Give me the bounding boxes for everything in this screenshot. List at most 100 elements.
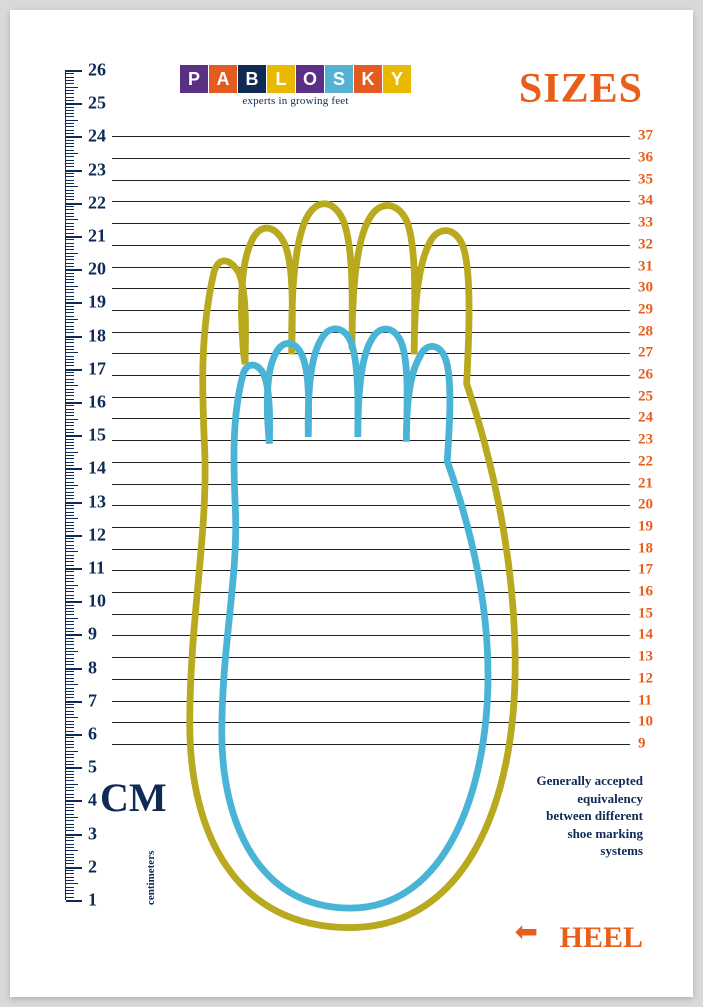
size-label: 14 (638, 627, 653, 644)
size-label: 22 (638, 453, 653, 470)
size-label: 26 (638, 367, 653, 384)
heel-arrow-icon: ⬅ (515, 915, 538, 949)
logo-letter: A (209, 65, 237, 93)
size-label: 11 (638, 692, 652, 709)
logo-letter: S (325, 65, 353, 93)
logo-letter: P (180, 65, 208, 93)
size-gridline (112, 180, 630, 181)
cm-tick-label: 19 (88, 292, 106, 313)
brand-tagline: experts in growing feet (242, 95, 348, 107)
size-label: 9 (638, 735, 646, 752)
logo-letter: Y (383, 65, 411, 93)
size-label: 10 (638, 714, 653, 731)
size-label: 37 (638, 128, 653, 145)
size-label: 16 (638, 584, 653, 601)
heel-label: HEEL (560, 921, 643, 955)
size-gridline (112, 679, 630, 680)
cm-tick-label: 9 (88, 624, 97, 645)
equivalency-note: Generally accepted equivalency between d… (533, 772, 643, 860)
size-gridline (112, 505, 630, 506)
size-gridline (112, 136, 630, 137)
size-gridline (112, 397, 630, 398)
brand-logo: PABLOSKY experts in growing feet (180, 65, 411, 107)
size-label: 28 (638, 323, 653, 340)
cm-tick-label: 23 (88, 159, 106, 180)
cm-tick-label: 22 (88, 192, 106, 213)
size-gridline (112, 484, 630, 485)
cm-tick-label: 7 (88, 690, 97, 711)
size-label: 18 (638, 540, 653, 557)
cm-tick-label: 12 (88, 524, 106, 545)
size-label: 17 (638, 562, 653, 579)
cm-tick-label: 1 (88, 890, 97, 911)
size-label: 33 (638, 215, 653, 232)
cm-tick-label: 13 (88, 491, 106, 512)
size-label: 21 (638, 475, 653, 492)
cm-tick-label: 3 (88, 823, 97, 844)
logo-letter: L (267, 65, 295, 93)
size-gridline (112, 657, 630, 658)
cm-tick-label: 14 (88, 458, 106, 479)
cm-tick-label: 24 (88, 126, 106, 147)
cm-tick-label: 8 (88, 657, 97, 678)
cm-tick-label: 5 (88, 757, 97, 778)
size-gridline (112, 223, 630, 224)
cm-tick-label: 4 (88, 790, 97, 811)
cm-tick-label: 16 (88, 392, 106, 413)
size-gridline (112, 744, 630, 745)
size-label: 20 (638, 497, 653, 514)
size-gridline (112, 267, 630, 268)
cm-tick-label: 2 (88, 856, 97, 877)
size-label: 25 (638, 388, 653, 405)
size-label: 34 (638, 193, 653, 210)
size-gridline (112, 158, 630, 159)
cm-tick-label: 20 (88, 259, 106, 280)
size-gridline (112, 375, 630, 376)
size-gridline (112, 288, 630, 289)
size-label: 24 (638, 410, 653, 427)
size-label: 12 (638, 670, 653, 687)
size-gridline (112, 332, 630, 333)
cm-tick-label: 26 (88, 60, 106, 81)
cm-tick-label: 15 (88, 425, 106, 446)
size-label: 15 (638, 605, 653, 622)
cm-tick-label: 25 (88, 93, 106, 114)
cm-sublabel: centimeters (145, 851, 157, 905)
cm-tick-label: 21 (88, 226, 106, 247)
size-label: 36 (638, 150, 653, 167)
logo-letter: O (296, 65, 324, 93)
cm-tick-label: 17 (88, 358, 106, 379)
size-gridline (112, 440, 630, 441)
size-label: 27 (638, 345, 653, 362)
size-gridline (112, 635, 630, 636)
cm-tick-label: 10 (88, 591, 106, 612)
cm-label: CM (100, 774, 167, 821)
cm-tick-label: 6 (88, 724, 97, 745)
size-gridline (112, 549, 630, 550)
logo-letter: B (238, 65, 266, 93)
size-label: 35 (638, 171, 653, 188)
size-gridline (112, 462, 630, 463)
cm-tick-label: 11 (88, 558, 105, 579)
size-gridline (112, 245, 630, 246)
cm-ruler: 1234567891011121314151617181920212223242… (65, 70, 105, 900)
size-gridline (112, 592, 630, 593)
size-label: 19 (638, 518, 653, 535)
size-gridline (112, 527, 630, 528)
size-label: 31 (638, 258, 653, 275)
size-gridline (112, 722, 630, 723)
size-gridline (112, 418, 630, 419)
size-gridline (112, 353, 630, 354)
size-label: 30 (638, 280, 653, 297)
size-gridline (112, 614, 630, 615)
sizes-title: SIZES (519, 65, 643, 113)
size-label: 29 (638, 301, 653, 318)
foot-size-chart: PABLOSKY experts in growing feet SIZES 9… (10, 10, 693, 997)
size-gridline (112, 701, 630, 702)
size-gridline (112, 201, 630, 202)
size-label: 32 (638, 236, 653, 253)
size-label: 23 (638, 432, 653, 449)
logo-letter: K (354, 65, 382, 93)
size-label: 13 (638, 649, 653, 666)
size-gridline (112, 570, 630, 571)
